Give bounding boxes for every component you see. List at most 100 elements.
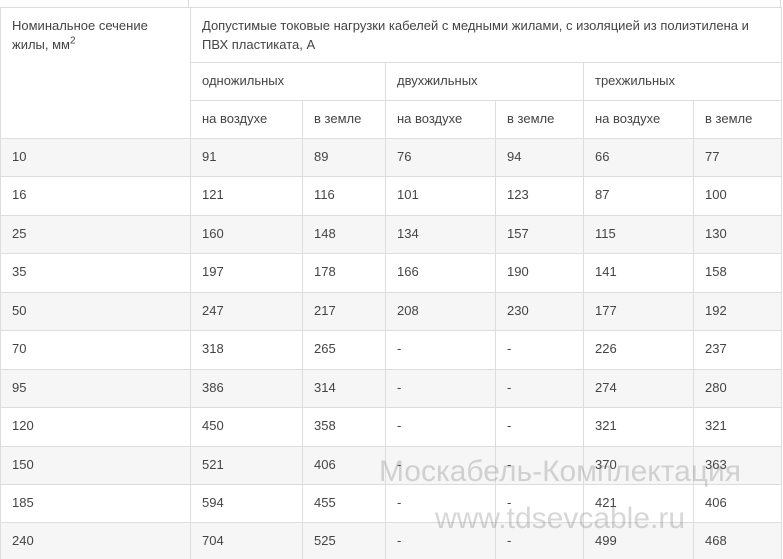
cell: 358	[302, 407, 386, 447]
cell: -	[495, 522, 584, 559]
header-row-main: Номинальное сечение жилы, мм2 Допустимые…	[0, 7, 782, 139]
cell: 321	[693, 407, 782, 447]
cell: 121	[190, 176, 303, 216]
cell: 116	[302, 176, 386, 216]
cell: 66	[583, 137, 694, 178]
cell: 318	[190, 330, 303, 370]
cell: 386	[190, 368, 303, 409]
row-label: 150	[0, 445, 191, 485]
header-group-single-core: одножильных	[190, 62, 386, 101]
row-label: 16	[0, 176, 191, 216]
cell: -	[495, 368, 584, 409]
top-divider-tick	[188, 0, 189, 7]
subheader-in-ground-1: в земле	[302, 100, 386, 139]
subheader-in-air-1: на воздухе	[190, 100, 303, 139]
cell: 160	[190, 214, 303, 255]
row-label: 25	[0, 214, 191, 255]
cell: 123	[495, 176, 584, 216]
cell: 421	[583, 483, 694, 524]
cell: 89	[302, 137, 386, 178]
cell: -	[385, 407, 496, 447]
cell: 226	[583, 330, 694, 370]
row-label: 120	[0, 407, 191, 447]
cell: -	[385, 483, 496, 524]
header-superscript: 2	[70, 35, 76, 47]
cell: 217	[302, 291, 386, 332]
cell: 280	[693, 368, 782, 409]
cell: 468	[693, 522, 782, 559]
table-header: Номинальное сечение жилы, мм2 Допустимые…	[0, 7, 782, 139]
cell: 115	[583, 214, 694, 255]
cell: 130	[693, 214, 782, 255]
cell: 230	[495, 291, 584, 332]
header-nominal-section-text: Номинальное сечение жилы, мм	[12, 18, 148, 52]
table-body: 10 91 89 76 94 66 77 16 121 116 101 123 …	[0, 137, 782, 559]
cell: 525	[302, 522, 386, 559]
cell: -	[385, 522, 496, 559]
cell: 197	[190, 253, 303, 293]
cell: 274	[583, 368, 694, 409]
table-row: 50 247 217 208 230 177 192	[0, 291, 782, 332]
cell: -	[495, 330, 584, 370]
top-right-border-tick	[780, 0, 781, 7]
subheader-in-air-3: на воздухе	[583, 100, 694, 139]
row-label: 10	[0, 137, 191, 178]
cell: 166	[385, 253, 496, 293]
cell: 148	[302, 214, 386, 255]
cell: 76	[385, 137, 496, 178]
cell: 158	[693, 253, 782, 293]
cell: 450	[190, 407, 303, 447]
cell: 134	[385, 214, 496, 255]
cell: 704	[190, 522, 303, 559]
row-label: 95	[0, 368, 191, 409]
subheader-in-air-2: на воздухе	[385, 100, 496, 139]
table-row: 70 318 265 - - 226 237	[0, 330, 782, 370]
cell: 370	[583, 445, 694, 485]
cell: 192	[693, 291, 782, 332]
cell: 177	[583, 291, 694, 332]
cell: 178	[302, 253, 386, 293]
cell: 363	[693, 445, 782, 485]
cell: -	[495, 407, 584, 447]
cell: 100	[693, 176, 782, 216]
cell: -	[495, 445, 584, 485]
cell: 208	[385, 291, 496, 332]
table-row: 240 704 525 - - 499 468	[0, 522, 782, 559]
cell: 521	[190, 445, 303, 485]
current-ratings-table: Номинальное сечение жилы, мм2 Допустимые…	[0, 7, 782, 559]
table-row: 16 121 116 101 123 87 100	[0, 176, 782, 216]
cell: -	[385, 445, 496, 485]
cell: 237	[693, 330, 782, 370]
header-row-groups: одножильных двухжильных трехжильных	[1, 62, 782, 101]
cell: 101	[385, 176, 496, 216]
cell: 594	[190, 483, 303, 524]
table-row: 120 450 358 - - 321 321	[0, 407, 782, 447]
row-label: 240	[0, 522, 191, 559]
cell: 247	[190, 291, 303, 332]
cell: 91	[190, 137, 303, 178]
cell: 157	[495, 214, 584, 255]
subheader-in-ground-3: в земле	[693, 100, 782, 139]
table-row: 25 160 148 134 157 115 130	[0, 214, 782, 255]
header-group-three-core: трехжильных	[583, 62, 782, 101]
row-label: 185	[0, 483, 191, 524]
cell: 265	[302, 330, 386, 370]
table-row: 35 197 178 166 190 141 158	[0, 253, 782, 293]
cell: -	[385, 368, 496, 409]
cell: 87	[583, 176, 694, 216]
cell: 190	[495, 253, 584, 293]
row-label: 70	[0, 330, 191, 370]
row-label: 50	[0, 291, 191, 332]
cell: 314	[302, 368, 386, 409]
cell: 406	[302, 445, 386, 485]
header-main-title: Допустимые токовые нагрузки кабелей с ме…	[190, 7, 782, 63]
table-row: 10 91 89 76 94 66 77	[0, 137, 782, 178]
header-group-two-core: двухжильных	[385, 62, 584, 101]
top-strip	[0, 0, 783, 7]
header-row-conditions: на воздухе в земле на воздухе в земле на…	[1, 100, 782, 139]
table-row: 185 594 455 - - 421 406	[0, 483, 782, 524]
cell: 94	[495, 137, 584, 178]
cell: 455	[302, 483, 386, 524]
subheader-in-ground-2: в земле	[495, 100, 584, 139]
